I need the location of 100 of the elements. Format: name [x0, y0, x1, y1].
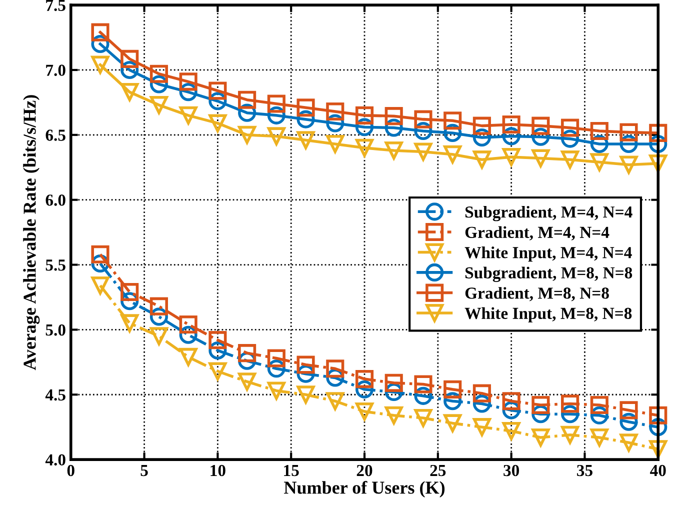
point: [120, 283, 139, 302]
point: [414, 375, 432, 394]
point: [620, 401, 638, 420]
point: [532, 428, 550, 446]
point: [91, 276, 110, 295]
point: [561, 426, 580, 444]
point: [179, 348, 198, 366]
point: [296, 131, 315, 150]
x-tick-label: 25: [430, 464, 446, 476]
point: [384, 107, 403, 126]
point: [91, 245, 110, 264]
point: [384, 406, 403, 424]
point: [355, 402, 374, 421]
point: [444, 145, 462, 164]
point: [267, 349, 286, 368]
point: [444, 414, 462, 432]
y-tick-label: 6.5: [46, 130, 66, 141]
point: [208, 82, 227, 100]
point: [384, 141, 403, 160]
legend-label: White Input, M=4, N=4: [464, 246, 632, 262]
x-tick-label: 10: [210, 464, 226, 476]
point: [179, 106, 198, 124]
point: [502, 127, 520, 146]
point: [355, 370, 374, 388]
point: [472, 150, 491, 169]
point: [532, 116, 550, 135]
y-tick-label: 7.5: [46, 0, 66, 12]
point: [296, 356, 315, 374]
point: [208, 114, 227, 132]
point: [414, 408, 432, 428]
point: [355, 106, 374, 124]
y-tick-label: 6.0: [46, 194, 66, 206]
x-tick-label: 30: [504, 464, 520, 476]
point: [590, 153, 608, 172]
x-tick-label: 35: [577, 464, 592, 476]
point: [238, 126, 256, 144]
point: [590, 122, 608, 140]
legend-label: Subgradient, M=8, N=8: [465, 266, 632, 282]
y-tick-label: 4.0: [45, 454, 66, 466]
point: [472, 116, 491, 135]
point: [326, 102, 344, 121]
point: [561, 394, 580, 413]
point: [120, 314, 139, 332]
point: [502, 392, 520, 410]
point: [590, 396, 608, 414]
point: [502, 115, 520, 134]
point: [238, 90, 256, 109]
x-tick-label: 5: [140, 465, 148, 476]
y-tick-label: 4.5: [45, 389, 66, 401]
point: [620, 123, 638, 142]
point: [502, 148, 520, 166]
point: [179, 72, 198, 91]
point: [326, 134, 344, 154]
point: [150, 96, 168, 114]
point: [120, 50, 139, 68]
point: [326, 392, 344, 410]
point: [649, 154, 668, 173]
y-tick-label: 5.5: [46, 260, 66, 271]
x-tick-label: 40: [650, 464, 666, 476]
y-tick-label: 5.0: [46, 324, 66, 336]
point: [649, 440, 668, 458]
point: [561, 150, 580, 169]
legend-label: Gradient, M=4, N=4: [465, 226, 610, 240]
y-axis-title: Average Achievable Rate (bits/s/Hz): [23, 95, 40, 370]
point: [649, 406, 668, 424]
point: [444, 112, 462, 130]
point: [444, 380, 462, 398]
point: [120, 83, 139, 102]
point: [326, 360, 344, 378]
point: [208, 331, 227, 350]
legend-label: White Input, M=8, N=8: [464, 307, 632, 322]
point: [296, 98, 315, 117]
point: [150, 327, 168, 346]
point: [91, 56, 110, 74]
point: [561, 118, 580, 137]
point: [649, 124, 668, 142]
point: [590, 428, 608, 446]
point: [208, 362, 227, 380]
point: [472, 384, 491, 402]
point: [414, 142, 432, 161]
point: [472, 418, 491, 436]
point: [267, 127, 286, 146]
point: [384, 374, 403, 392]
point: [502, 422, 520, 440]
point: [267, 382, 286, 400]
point: [150, 297, 168, 316]
x-axis-title: Number of Users (K): [284, 480, 445, 498]
point: [532, 396, 550, 414]
x-tick-label: 20: [356, 464, 372, 476]
point: [620, 434, 638, 452]
legend-label: Gradient, M=8, N=8: [465, 287, 609, 302]
point: [355, 138, 374, 157]
legend-label: Subgradient, M=4, N=4: [465, 206, 632, 222]
point: [414, 110, 432, 128]
point: [532, 149, 550, 168]
x-tick-label: 15: [284, 464, 299, 476]
point: [296, 386, 315, 404]
point: [238, 372, 256, 391]
point: [91, 23, 110, 42]
point: [150, 64, 168, 83]
